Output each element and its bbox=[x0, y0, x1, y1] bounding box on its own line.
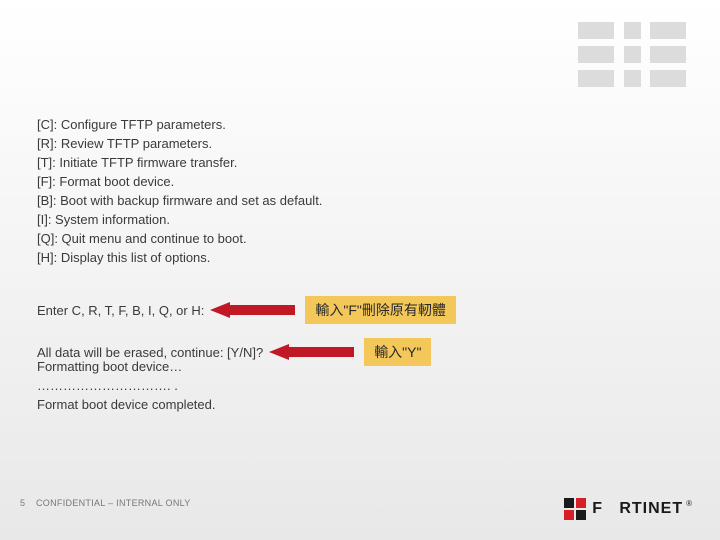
boot-menu-list: [C]: Configure TFTP parameters. [R]: Rev… bbox=[37, 115, 322, 267]
logo-registered: ® bbox=[686, 499, 692, 508]
fortinet-logo: F RTINET ® bbox=[564, 498, 692, 520]
menu-item: [T]: Initiate TFTP firmware transfer. bbox=[37, 153, 322, 172]
callout-input-y: 輸入"Y" bbox=[364, 338, 431, 366]
menu-item: [F]: Format boot device. bbox=[37, 172, 322, 191]
menu-item: [Q]: Quit menu and continue to boot. bbox=[37, 229, 322, 248]
corner-decoration bbox=[578, 22, 698, 87]
menu-item: [C]: Configure TFTP parameters. bbox=[37, 115, 322, 134]
prompt-enter-row: Enter C, R, T, F, B, I, Q, or H: 輸入"F"刪除… bbox=[37, 296, 456, 324]
arrow-left-icon bbox=[269, 344, 354, 360]
prompt-enter-text: Enter C, R, T, F, B, I, Q, or H: bbox=[37, 303, 204, 318]
menu-item: [R]: Review TFTP parameters. bbox=[37, 134, 322, 153]
logo-mark-icon bbox=[564, 498, 586, 520]
confidential-label: CONFIDENTIAL – INTERNAL ONLY bbox=[36, 498, 191, 508]
output-completed: Format boot device completed. bbox=[37, 395, 215, 414]
output-formatting: Formatting boot device… bbox=[37, 357, 182, 376]
logo-text: F RTINET bbox=[592, 500, 683, 518]
arrow-left-icon bbox=[210, 302, 295, 318]
menu-item: [I]: System information. bbox=[37, 210, 322, 229]
callout-input-f: 輸入"F"刪除原有軔體 bbox=[305, 296, 456, 324]
output-dots: …………………………. . bbox=[37, 376, 178, 395]
menu-item: [B]: Boot with backup firmware and set a… bbox=[37, 191, 322, 210]
slide: [C]: Configure TFTP parameters. [R]: Rev… bbox=[0, 0, 720, 540]
page-number: 5 bbox=[20, 498, 25, 508]
menu-item: [H]: Display this list of options. bbox=[37, 248, 322, 267]
